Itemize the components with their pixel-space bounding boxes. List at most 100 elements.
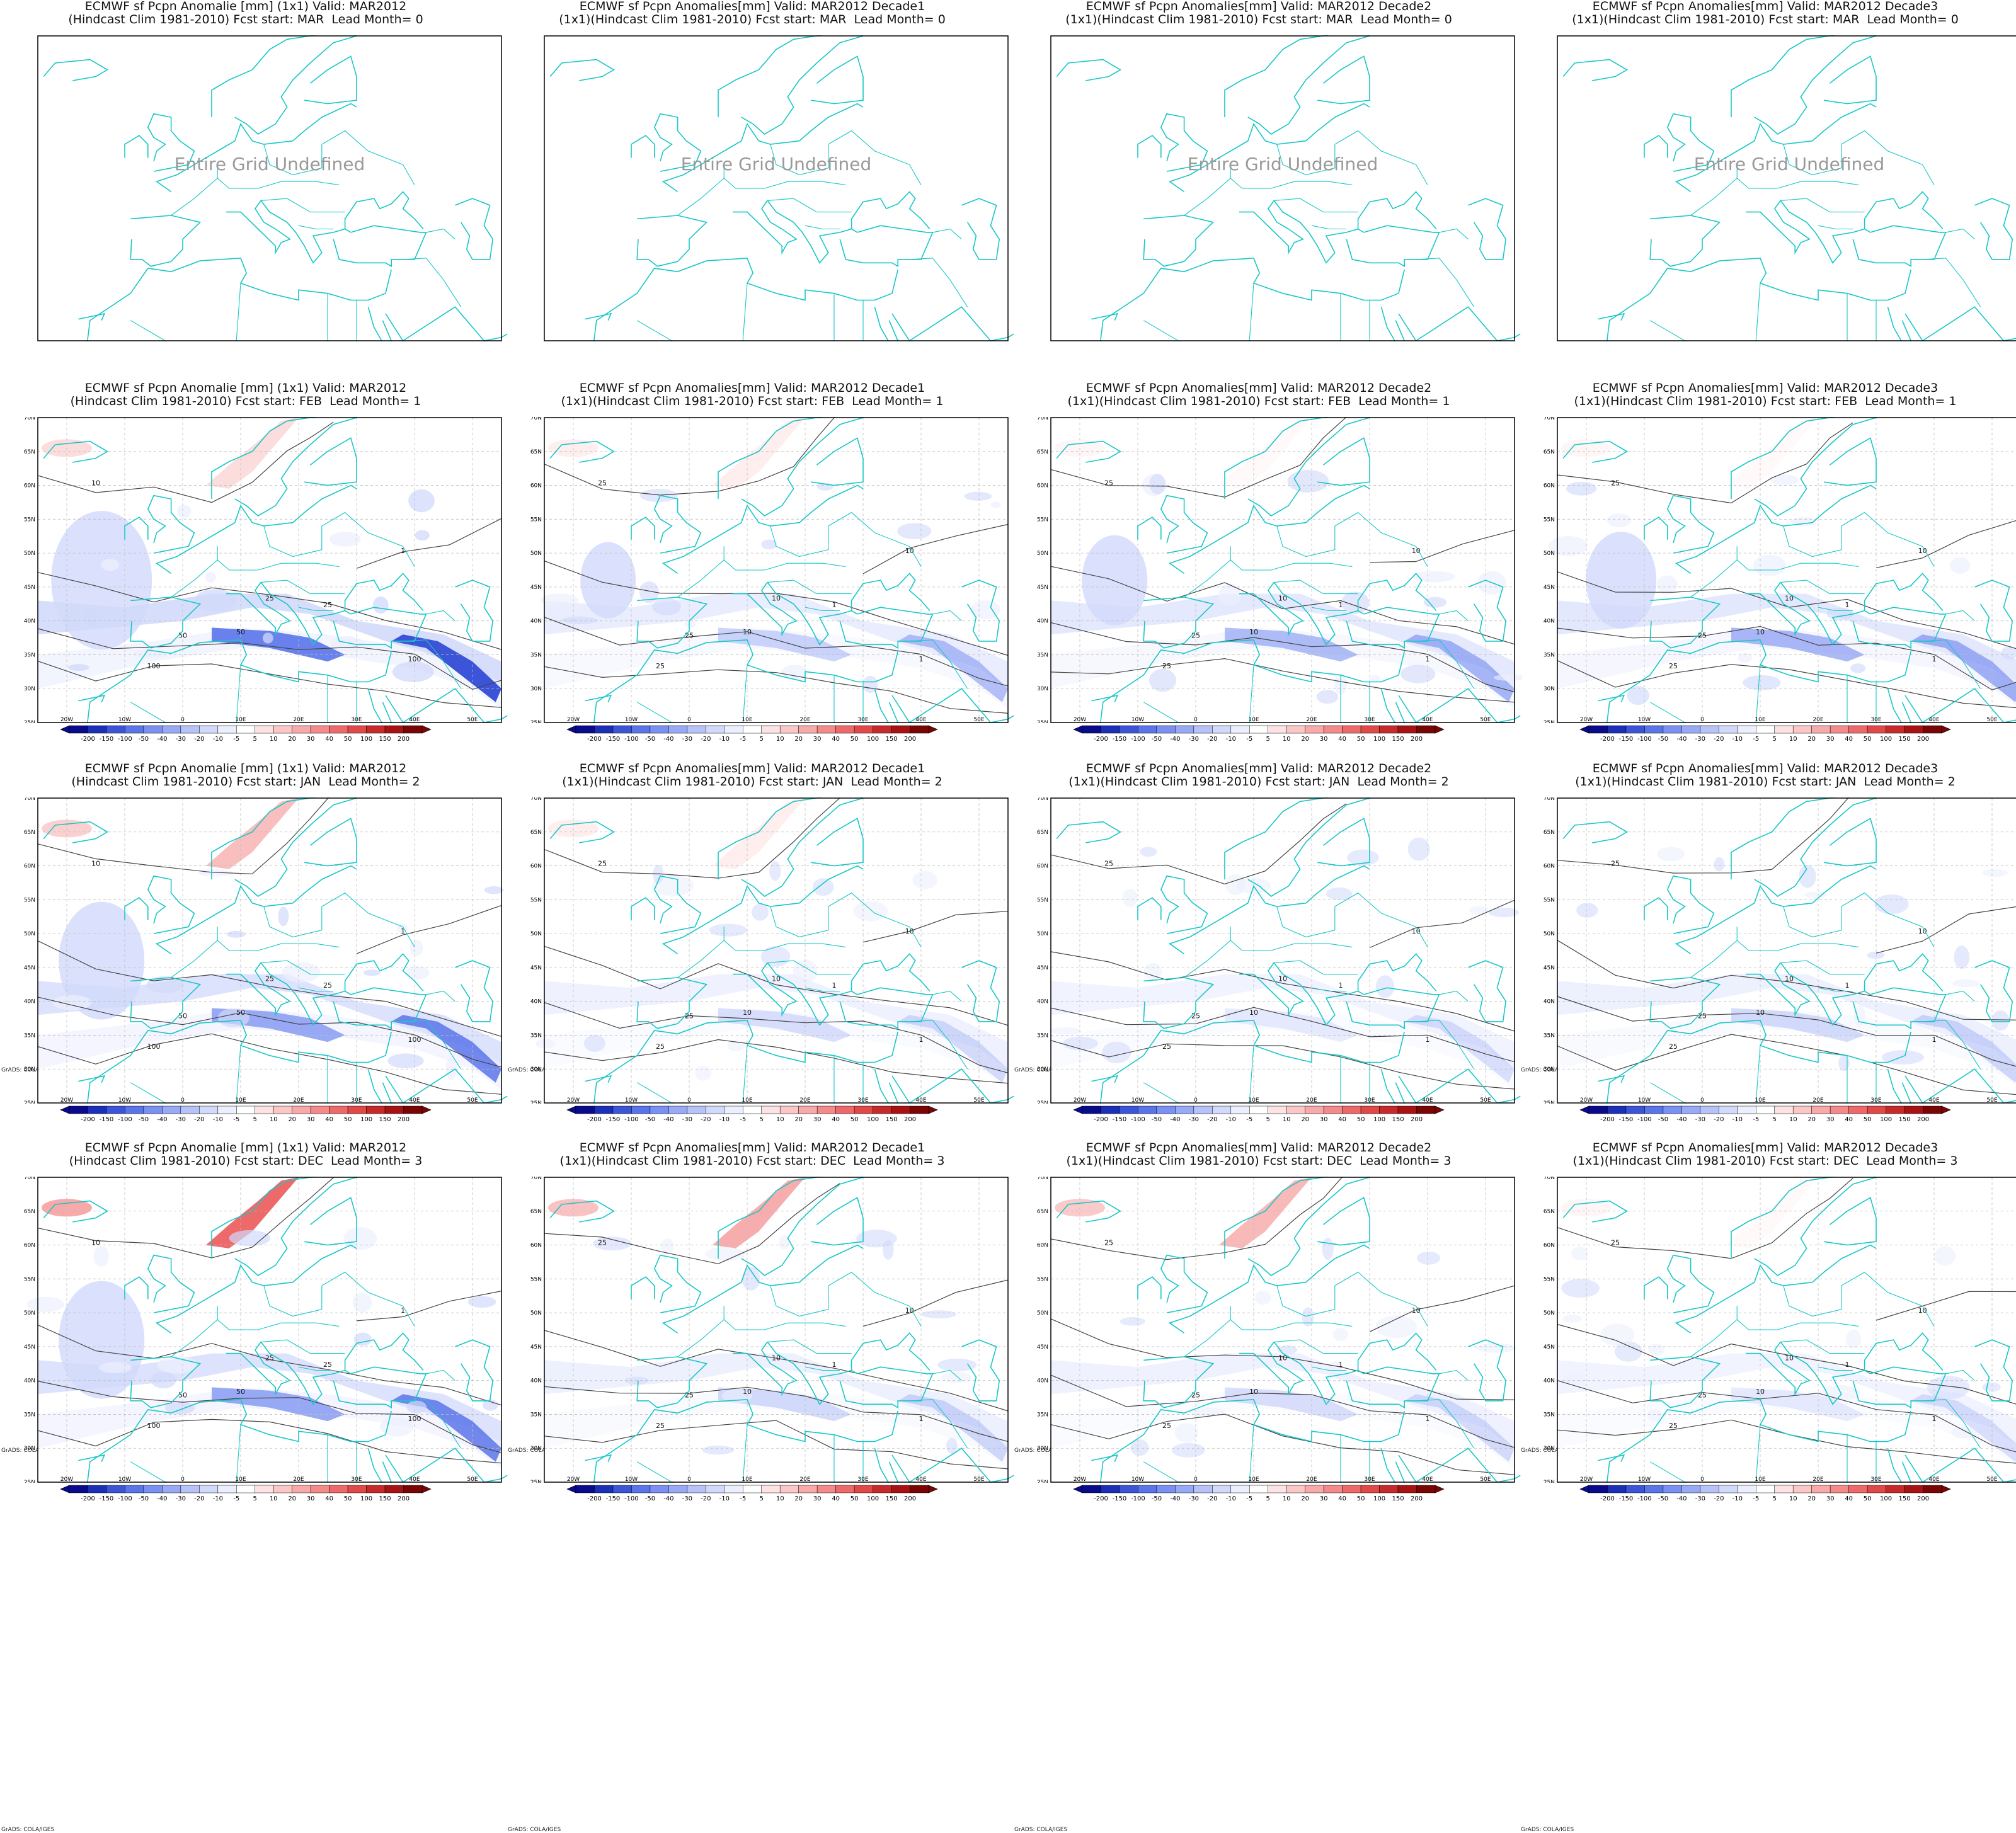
colorbar-tick-label: -5	[1246, 736, 1252, 743]
country-border	[1249, 283, 1254, 341]
colorbar-swatch	[1397, 725, 1417, 734]
coast-europe-main	[662, 865, 864, 955]
colorbar-tick-label: -20	[1714, 736, 1724, 743]
neg-anomaly-atlantic	[51, 511, 152, 650]
colorbar-swatch	[1286, 725, 1305, 734]
colorbar-swatch	[1830, 1485, 1849, 1493]
country-border	[426, 990, 455, 1002]
anomaly-patch	[1375, 1315, 1418, 1339]
colorbar-swatch	[1867, 1105, 1886, 1114]
colorbar-arrow-left	[566, 725, 576, 734]
colorbar: -200 -150 -100 -50 -40 -30 -20 -10 -5 5 10 20 30 40 50…	[507, 1482, 998, 1833]
lat-label: 40N	[1544, 1378, 1555, 1385]
anomaly-patch	[1850, 663, 1866, 673]
lon-label: 50E	[1480, 1476, 1491, 1483]
map-background	[38, 36, 501, 341]
colorbar-swatch	[217, 1485, 237, 1493]
coast-britain	[147, 494, 195, 554]
grads-credit: GrADS: COLA/IGES	[1521, 1067, 1574, 1073]
colorbar-tick-label: 40	[325, 1495, 333, 1502]
lon-label: 10W	[625, 1476, 638, 1483]
neg-anomaly-zone	[1557, 1008, 2016, 1086]
lon-labels: 20W 10W 0 10E 20E 30E 40E 50E	[1074, 717, 1491, 723]
colorbar-swatch	[310, 1485, 329, 1493]
contour-label: 10	[1249, 1008, 1258, 1017]
country-border	[1439, 610, 1469, 622]
colorbar-tick-label: 20	[794, 1495, 803, 1502]
colorbar-tick-label: 50	[850, 1116, 859, 1123]
colorbar-tick-label: 100	[360, 1495, 372, 1502]
coast-canary	[78, 1075, 106, 1083]
country-border	[1755, 1424, 1761, 1483]
anomaly-patch	[1846, 1330, 1861, 1349]
anomaly-patch	[709, 923, 748, 937]
panel-title: ECMWF sf Pcpn Anomalie [mm] (1x1) Valid:…	[0, 1141, 491, 1168]
coast-blacksea	[1864, 1332, 1944, 1371]
coast-ireland	[631, 135, 655, 158]
panel-title-line2: (1x1)(Hindcast Clim 1981-2010) Fcst star…	[562, 775, 942, 789]
anomaly-patch	[262, 632, 273, 644]
colorbar-swatch	[1360, 1485, 1380, 1493]
map-plot: 25 10 1 25 10 1 25 10 70N 65N 60N 55N 50N 45N 40N 35N 30…	[527, 1177, 1014, 1483]
coast-redsea	[874, 1068, 899, 1104]
coast-italy	[733, 200, 798, 255]
colorbar-tick-label: 100	[1880, 1116, 1892, 1123]
country-border	[403, 258, 462, 307]
lon-label: 40E	[1928, 717, 1939, 723]
graticule	[38, 798, 501, 1103]
anomaly-patch	[177, 505, 192, 518]
contour-label: 10	[1278, 594, 1287, 602]
anomaly-patch	[331, 636, 364, 651]
contour-line	[1369, 1285, 1515, 1332]
undefined-grid-label: Entire Grid Undefined	[1188, 154, 1378, 174]
lat-label: 55N	[1544, 517, 1555, 523]
contour-label: 50	[178, 632, 187, 640]
colorbar-swatch	[1156, 725, 1176, 734]
neg-anomaly-zone	[38, 627, 501, 709]
country-border	[805, 1366, 840, 1371]
anomaly-patch	[941, 1372, 972, 1383]
colorbar-swatch	[1156, 1485, 1176, 1493]
colorbar-tick-label: 150	[886, 1116, 898, 1123]
anomaly-patch	[1566, 481, 1597, 496]
lat-label: 35N	[1037, 1412, 1048, 1418]
colorbar-swatch	[612, 725, 632, 734]
coast-redsea	[367, 1448, 392, 1483]
contour-line	[356, 518, 502, 569]
country-border	[261, 960, 345, 975]
colorbar-tick-label: 20	[1301, 1116, 1309, 1123]
map-canvas: 1005025101100502570N65N60N55N50N45N40N35…	[24, 417, 508, 723]
colorbar-tick-label: -20	[1207, 736, 1217, 743]
colorbar-arrow-left	[1579, 1485, 1589, 1493]
colorbar-tick-label: 20	[1807, 1495, 1816, 1502]
colorbar-tick-label: -200	[587, 1495, 602, 1502]
lat-label: 45N	[24, 965, 35, 971]
lat-label: 60N	[1544, 1243, 1555, 1249]
anomaly-patch	[1400, 665, 1436, 683]
colorbar-tick-label: 5	[253, 736, 257, 743]
map-plot: 100 50 25 10 1 100 50 25 70N 65N 60N 55N 50N 45N 40N 35…	[20, 797, 508, 1104]
lon-label: 10W	[1131, 717, 1144, 723]
country-border	[1143, 1461, 1181, 1483]
colorbar-swatch	[1681, 725, 1701, 734]
country-border	[1439, 1369, 1469, 1381]
lon-label: 30E	[351, 717, 362, 723]
borders	[1649, 511, 1981, 723]
anomaly-patch	[1475, 1343, 1517, 1353]
contour-line	[544, 1002, 1009, 1073]
contour-label: 50	[178, 1391, 187, 1400]
lat-label: 55N	[530, 1276, 542, 1282]
contour-label: 25	[1191, 632, 1200, 640]
panel-title-line1: ECMWF sf Pcpn Anomalie [mm] (1x1) Valid:…	[84, 0, 407, 13]
anomaly-patch	[165, 1402, 195, 1414]
colorbar-swatch	[1625, 1105, 1645, 1114]
lon-label: 20E	[1813, 1097, 1823, 1104]
coast-europe-main	[1675, 1244, 1877, 1334]
colorbar-tick-label: -40	[1170, 1116, 1180, 1123]
country-border	[1922, 258, 1981, 307]
coast-finland	[1317, 1197, 1370, 1246]
anomaly-patch	[1102, 1041, 1131, 1064]
country-border	[298, 1366, 334, 1371]
contour-label: 10	[1918, 547, 1927, 555]
